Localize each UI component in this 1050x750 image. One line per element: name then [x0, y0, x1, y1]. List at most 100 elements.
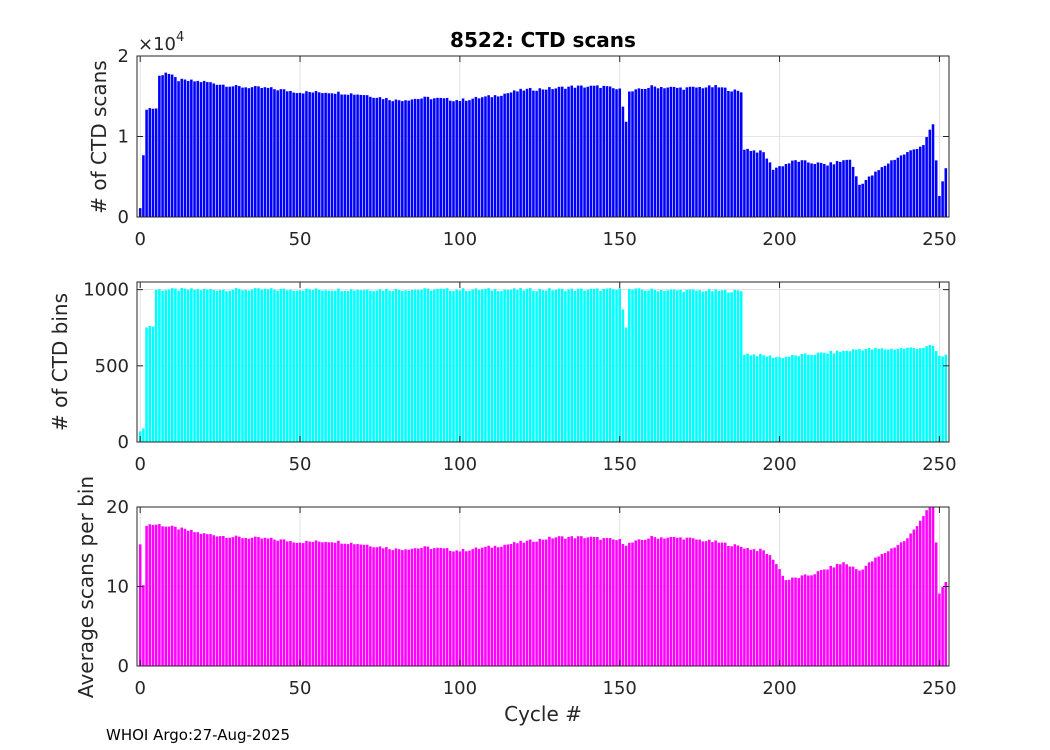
avg-scans-bar [800, 575, 804, 666]
avg-scans-bar [573, 538, 577, 666]
avg-scans-bar [218, 536, 222, 666]
ctd-bins-bar [257, 288, 260, 442]
avg-scans-bar [647, 538, 650, 666]
ctd-bins-bar [736, 290, 740, 442]
avg-scans-bar [893, 547, 896, 666]
ctd-scans-bar [775, 167, 778, 217]
avg-scans-bar [672, 536, 676, 666]
avg-scans-bar [650, 535, 653, 666]
ctd-scans-bar [618, 88, 622, 217]
avg-scans-bar [858, 570, 861, 666]
ctd-bins-bar [749, 355, 753, 442]
avg-scans-bar [861, 569, 864, 666]
avg-scans-bar [666, 537, 669, 666]
ctd-bins-bar [525, 288, 529, 442]
ctd-scans-bar [544, 89, 548, 217]
ctd-scans-bar [154, 108, 158, 217]
ctd-scans-bar [439, 97, 442, 217]
ctd-scans-bar [512, 90, 516, 217]
ctd-bins-ytick-label: 1000 [83, 280, 129, 301]
avg-scans-bar [285, 541, 289, 666]
chart-title: 8522: CTD scans [450, 28, 636, 52]
ctd-scans-bar [596, 85, 599, 217]
avg-scans-xtick-label: 50 [289, 678, 312, 699]
avg-scans-xtick-label: 0 [134, 678, 145, 699]
ctd-scans-bar [768, 162, 772, 217]
ctd-bins-bar [225, 291, 228, 442]
ctd-scans-bar [653, 86, 657, 217]
ctd-bins-bar [215, 290, 219, 442]
ctd-bins-bar [474, 288, 478, 442]
avg-scans-bar [698, 539, 701, 666]
ctd-scans-bar [167, 73, 171, 217]
ctd-scans-bar [842, 160, 845, 217]
avg-scans-bar [375, 547, 379, 666]
ctd-bins-bar [803, 353, 807, 442]
ctd-scans-bar [867, 176, 871, 217]
ctd-scans-bar [589, 85, 593, 218]
ctd-scans-bar [295, 93, 299, 217]
avg-scans-bar [314, 540, 318, 666]
avg-scans-bar [215, 536, 219, 666]
avg-scans-bar [845, 564, 848, 666]
ctd-scans-bar [177, 81, 180, 218]
ctd-scans-bar [413, 98, 417, 217]
avg-scans-bar [688, 537, 692, 666]
ctd-bins-ytick-label: 500 [95, 356, 129, 377]
ctd-scans-bar [314, 91, 318, 217]
avg-scans-bar [896, 545, 900, 666]
avg-scans-bar [941, 587, 944, 666]
ctd-scans-bar [819, 162, 823, 217]
ctd-scans-bar [397, 100, 401, 217]
ctd-bins-bar [301, 290, 305, 442]
ctd-bins-bar [222, 289, 225, 442]
ctd-bins-bar [269, 288, 273, 442]
avg-scans-bar [346, 544, 350, 666]
ctd-scans-bar [560, 86, 564, 217]
ctd-bins-bar [356, 289, 359, 442]
ctd-bins-bar [206, 289, 209, 442]
avg-scans-bar [567, 536, 570, 666]
avg-scans-bar [148, 524, 152, 666]
avg-scans-bar [886, 551, 890, 666]
ctd-scans-bar [231, 86, 235, 217]
ctd-bins-bar [781, 358, 785, 442]
ctd-scans-bar [490, 97, 494, 217]
ctd-bins-bar [647, 290, 650, 442]
ctd-scans-bar [743, 149, 746, 217]
avg-scans-bar [269, 537, 273, 666]
ctd-scans-bar [704, 87, 708, 218]
ctd-scans-bar [343, 94, 347, 217]
ctd-bins-bar [922, 348, 925, 442]
ctd-scans-bar [669, 86, 673, 217]
ctd-bins-bar [880, 348, 884, 442]
ctd-scans-bar [871, 175, 874, 217]
avg-scans-xtick-label: 250 [922, 678, 956, 699]
ctd-scans-bar [209, 82, 212, 218]
avg-scans-xtick-label: 150 [603, 678, 637, 699]
ctd-bins-bar [429, 290, 433, 442]
ctd-bins-bar [365, 289, 369, 442]
avg-scans-bar [301, 543, 305, 666]
avg-scans-bar [544, 539, 548, 666]
avg-scans-bar [807, 575, 810, 666]
avg-scans-bar [365, 544, 369, 666]
ctd-scans-bar [794, 160, 797, 217]
ctd-scans-bar [567, 86, 570, 217]
ctd-scans-bar [551, 89, 554, 217]
avg-scans-bar [605, 538, 609, 666]
ctd-bins-bar [791, 355, 794, 442]
ctd-bins-bar [663, 291, 666, 442]
ctd-scans-bar [161, 75, 164, 217]
ctd-bins-bar [602, 288, 606, 442]
ctd-scans-bar [730, 91, 733, 217]
ctd-bins-bar [637, 288, 641, 442]
ctd-bins-bar [289, 289, 292, 442]
avg-scans-bar [829, 565, 832, 666]
avg-scans-bar [663, 538, 666, 666]
ctd-scans-bar [861, 183, 864, 217]
avg-scans-bar [621, 543, 625, 666]
ctd-scans-bar [429, 99, 433, 217]
avg-scans-bar [771, 559, 775, 666]
ctd-scans-bar [493, 95, 497, 217]
